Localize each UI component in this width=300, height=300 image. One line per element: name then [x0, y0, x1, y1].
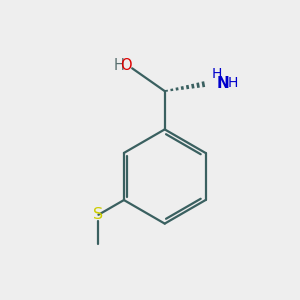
Text: S: S — [93, 207, 103, 222]
Text: N: N — [216, 76, 229, 91]
Text: H: H — [114, 58, 125, 74]
Text: H: H — [212, 67, 222, 81]
Text: O: O — [120, 58, 132, 74]
Text: H: H — [228, 76, 238, 90]
